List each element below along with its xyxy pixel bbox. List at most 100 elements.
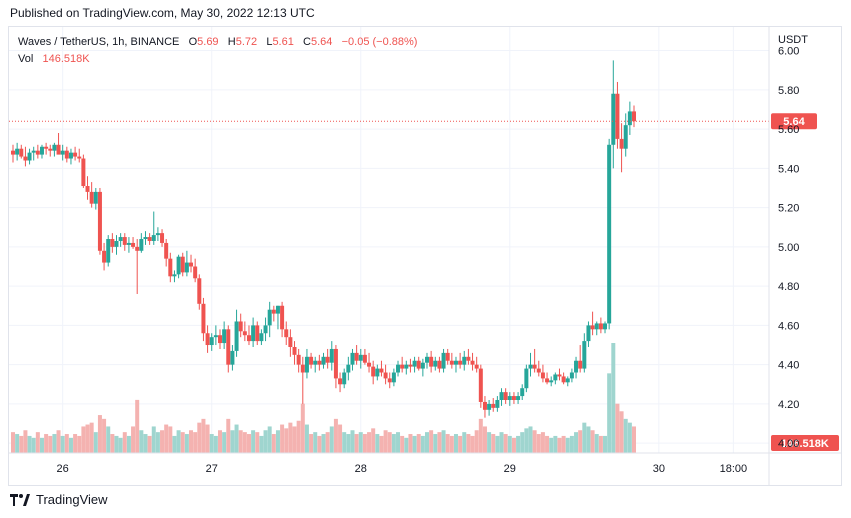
volume-bar <box>425 432 429 453</box>
candle-body <box>292 346 297 355</box>
candle-body <box>354 352 359 361</box>
candle-body <box>553 374 558 381</box>
volume-bar <box>97 415 102 453</box>
volume-bar <box>400 435 405 453</box>
volume-bar <box>416 434 421 453</box>
candle-body <box>449 360 454 365</box>
candle-body <box>404 364 409 369</box>
volume-bar <box>615 403 620 453</box>
volume-bar <box>143 434 148 453</box>
volume-bar <box>503 434 508 453</box>
volume-bar <box>387 432 392 453</box>
candle-body <box>309 356 314 365</box>
volume-bar <box>594 434 599 453</box>
candle-body <box>598 323 603 330</box>
volume-bar <box>528 426 533 453</box>
volume-bar <box>342 432 347 453</box>
candle-body <box>487 403 492 410</box>
volume-bar <box>176 430 181 453</box>
volume-bar <box>412 435 417 453</box>
candle-body <box>172 274 177 277</box>
volume-bar <box>147 435 152 453</box>
candle-body <box>321 356 326 365</box>
candle-body <box>271 309 276 314</box>
volume-bar <box>445 434 450 453</box>
volume-bar <box>205 424 210 453</box>
volume-bar <box>19 435 24 453</box>
candle-body <box>263 325 268 334</box>
candle-body <box>151 235 156 241</box>
legend-high-value: 5.72 <box>235 36 258 48</box>
volume-bar <box>275 430 280 453</box>
volume-bar <box>561 435 566 453</box>
volume-bar <box>458 435 463 453</box>
candle-body <box>209 337 214 346</box>
candle-body <box>251 325 256 342</box>
volume-bar <box>470 435 475 453</box>
footer-brand[interactable]: TradingView <box>10 492 108 507</box>
candle-body <box>503 392 508 400</box>
candle-body <box>68 152 73 159</box>
volume-bar <box>131 426 136 453</box>
volume-bar <box>511 437 516 453</box>
candle-body <box>350 352 355 365</box>
candle-body <box>540 372 545 379</box>
y-tick-label: 6.00 <box>778 46 799 58</box>
candle-body <box>470 360 475 365</box>
volume-bar <box>466 434 471 453</box>
volume-bar <box>367 432 372 453</box>
candle-body <box>416 360 421 369</box>
candle-body <box>222 329 227 344</box>
candle-body <box>176 256 181 275</box>
candle-body <box>31 150 36 153</box>
candle-body <box>118 237 123 241</box>
volume-bar <box>532 430 537 453</box>
volume-bar <box>209 434 214 453</box>
candlestick-chart[interactable]: 5.64 146.518K 6.00 5.80 5.60 5.40 5.20 5.00 4.8… <box>9 27 841 485</box>
candle-body <box>77 156 82 159</box>
y-tick-label: 5.00 <box>778 242 799 254</box>
y-tick-label: 4.80 <box>778 281 799 293</box>
volume-bar <box>102 418 107 453</box>
legend-volume-value: 146.518K <box>42 53 90 65</box>
last-price-label: 5.64 <box>783 116 805 128</box>
volume-bar <box>350 430 355 453</box>
candle-body <box>135 246 140 251</box>
volume-bar <box>160 430 165 453</box>
volume-bar <box>524 428 529 453</box>
volume-bar <box>404 437 409 453</box>
candle-body <box>396 364 401 373</box>
volume-bar <box>333 418 338 453</box>
candle-body <box>280 305 285 330</box>
volume-bar <box>565 437 570 453</box>
volume-bar <box>607 373 612 453</box>
candle-body <box>255 325 260 342</box>
volume-bar <box>189 430 194 453</box>
candle-body <box>155 233 160 236</box>
candle-body <box>288 337 293 347</box>
candle-body <box>64 150 69 159</box>
x-tick-label: 26 <box>57 463 69 475</box>
candle-body <box>603 323 608 330</box>
candle-body <box>532 364 537 369</box>
currency-label: USDT <box>778 34 808 46</box>
candle-layer <box>11 60 636 418</box>
volume-bar <box>449 435 454 453</box>
candle-body <box>168 258 173 277</box>
volume-bar <box>89 422 94 453</box>
candle-body <box>19 148 24 157</box>
volume-bar <box>246 434 251 453</box>
candle-body <box>607 144 612 324</box>
candle-body <box>122 237 127 245</box>
volume-bar <box>507 435 512 453</box>
candle-body <box>189 262 194 267</box>
candle-body <box>97 191 102 251</box>
volume-bar <box>284 428 289 453</box>
chart-frame[interactable] <box>8 26 842 486</box>
volume-bar <box>60 435 65 453</box>
legend-open-value: 5.69 <box>197 36 219 48</box>
candle-body <box>325 356 330 363</box>
volume-bar <box>255 432 260 453</box>
volume-bar <box>569 435 574 453</box>
candle-body <box>126 242 131 245</box>
